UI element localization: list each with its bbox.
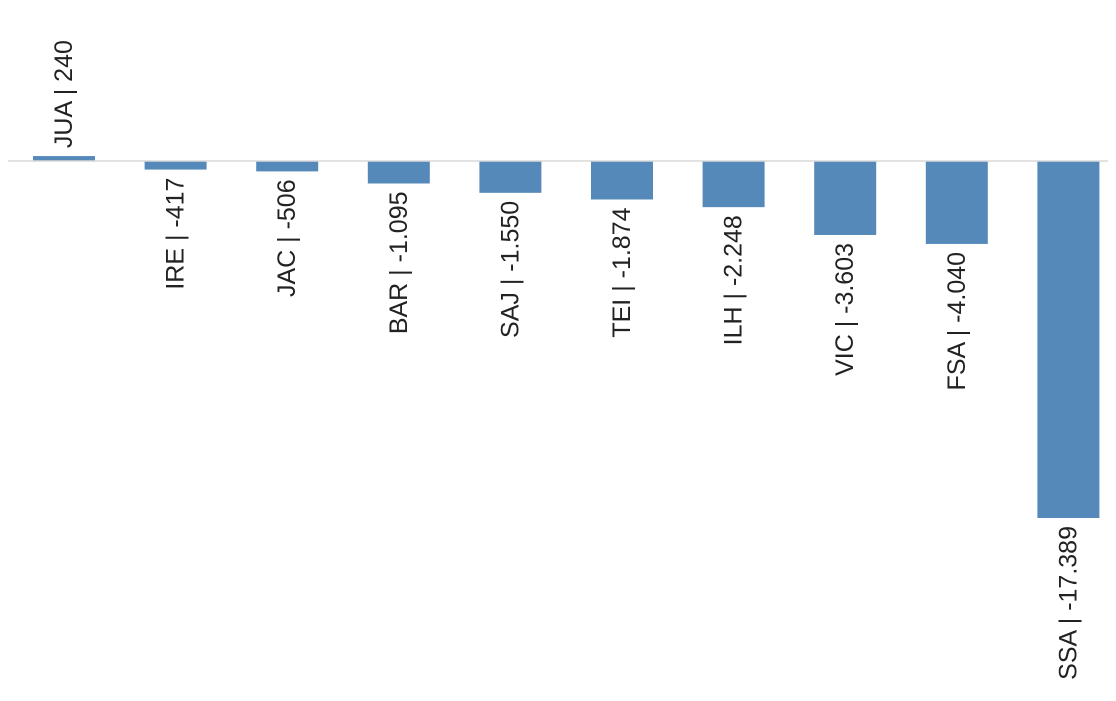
data-label-tei: TEI | -1.874 <box>608 207 636 337</box>
data-label-saj: SAJ | -1.550 <box>496 201 524 338</box>
bar-ire <box>144 161 207 170</box>
data-label-ssa: SSA | -17.389 <box>1054 526 1082 680</box>
bar-vic <box>814 161 877 235</box>
bar-jua <box>33 156 95 161</box>
data-label-vic: VIC | -3.603 <box>831 243 859 376</box>
data-label-jua: JUA | 240 <box>50 40 78 148</box>
bar-tei <box>591 161 653 200</box>
labels-group: JUA | 240 IRE | -417 JAC | -506 BAR | -1.09… <box>50 40 1082 680</box>
bar-ilh <box>702 161 765 208</box>
data-label-jac: JAC | -506 <box>273 179 301 297</box>
bar-bar <box>367 161 430 184</box>
bars-group <box>33 156 1100 518</box>
bar-jac <box>256 161 319 172</box>
data-label-bar: BAR | -1.095 <box>385 191 413 334</box>
data-label-fsa: FSA | -4.040 <box>943 252 971 391</box>
bar-ssa <box>1037 161 1100 518</box>
data-label-ilh: ILH | -2.248 <box>720 215 748 345</box>
bar-fsa <box>925 161 988 244</box>
data-label-ire: IRE | -417 <box>162 178 190 290</box>
bar-saj <box>479 161 542 193</box>
